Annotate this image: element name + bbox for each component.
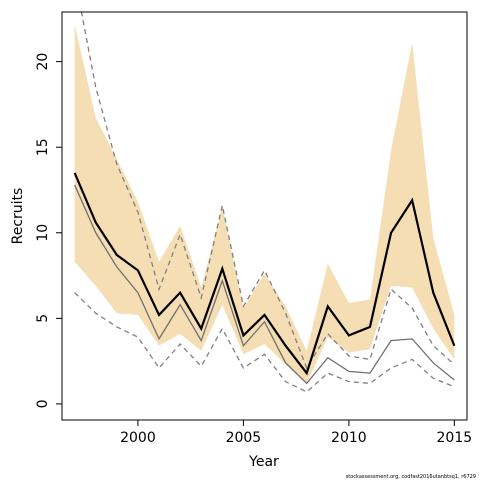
y-tick-label: 5 xyxy=(35,314,51,323)
series-line xyxy=(74,184,455,385)
y-tick-label: 20 xyxy=(35,53,51,71)
confidence-band xyxy=(74,23,455,384)
y-tick-label: 15 xyxy=(35,138,51,156)
x-tick-label: 2005 xyxy=(226,430,262,446)
y-axis-label: Recruits xyxy=(10,188,26,245)
series-line xyxy=(80,12,455,370)
plot-area xyxy=(73,12,456,393)
y-tick-label: 0 xyxy=(35,399,51,408)
x-axis-label: Year xyxy=(248,454,279,470)
x-tick-label: 2010 xyxy=(331,430,367,446)
footer: stockassessment.org, codfast2016utanbtsq… xyxy=(346,474,476,480)
x-tick-label: 2015 xyxy=(437,430,473,446)
series-line xyxy=(74,292,455,393)
x-tick-label: 2000 xyxy=(120,430,156,446)
series-line xyxy=(73,172,456,376)
y-tick-label: 10 xyxy=(35,224,51,242)
